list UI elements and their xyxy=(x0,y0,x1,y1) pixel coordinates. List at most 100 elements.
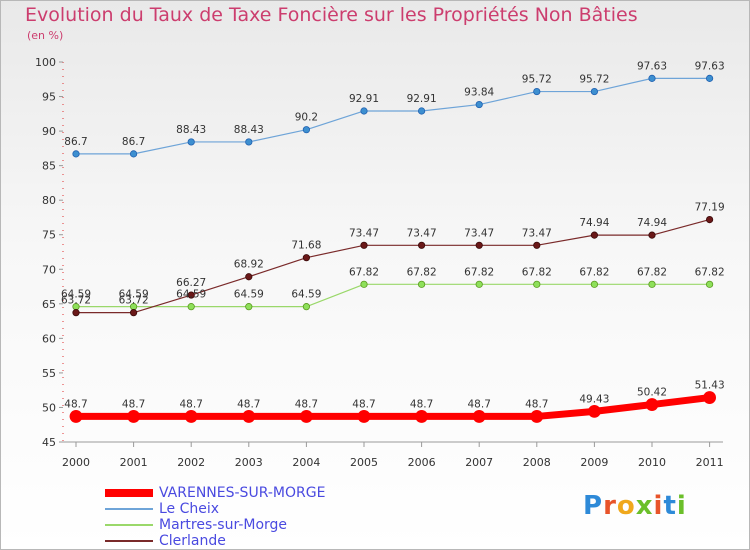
data-label: 74.94 xyxy=(637,217,667,229)
x-tick-label: 2007 xyxy=(465,456,493,469)
x-tick-label: 2009 xyxy=(580,456,608,469)
data-label: 64.59 xyxy=(61,289,91,301)
data-point xyxy=(417,107,426,115)
data-label: 48.7 xyxy=(352,398,375,410)
data-label: 88.43 xyxy=(176,124,206,136)
data-label: 66.27 xyxy=(176,277,206,289)
y-tick-label: 55 xyxy=(42,367,56,380)
proxiti-logo: Proxiti xyxy=(583,491,687,521)
data-label: 73.47 xyxy=(407,227,437,239)
y-tick-label: 100 xyxy=(35,56,56,69)
data-label: 48.7 xyxy=(64,398,87,410)
data-point xyxy=(590,231,599,239)
data-label: 86.7 xyxy=(122,136,145,148)
data-label: 74.94 xyxy=(579,217,609,229)
y-tick-label: 70 xyxy=(42,263,56,276)
data-point xyxy=(245,138,253,146)
data-label: 67.82 xyxy=(522,266,552,278)
legend-swatch xyxy=(105,508,153,510)
data-point xyxy=(302,126,310,134)
data-point xyxy=(533,280,541,288)
data-point xyxy=(184,410,198,423)
data-label: 48.7 xyxy=(410,398,433,410)
data-label: 73.47 xyxy=(522,227,552,239)
data-point xyxy=(648,231,656,239)
chart-title: Evolution du Taux de Taxe Foncière sur l… xyxy=(25,4,638,26)
data-label: 97.63 xyxy=(637,60,667,72)
legend: VARENNES-SUR-MORGE Le Cheix Martres-sur-Mo… xyxy=(105,485,325,549)
data-label: 73.47 xyxy=(349,227,379,239)
data-point xyxy=(187,303,195,311)
data-label: 48.7 xyxy=(525,398,548,410)
legend-label: Martres-sur-Morge xyxy=(159,517,288,533)
data-label: 64.59 xyxy=(119,289,149,301)
logo-letter: P xyxy=(583,491,604,521)
data-label: 88.43 xyxy=(234,124,264,136)
data-point xyxy=(69,410,83,423)
logo-letter: o xyxy=(616,491,636,521)
data-point xyxy=(302,254,310,262)
legend-item: Clerlande xyxy=(105,533,325,549)
data-point xyxy=(590,280,599,288)
data-label: 48.7 xyxy=(237,398,260,410)
series-layer xyxy=(69,74,716,423)
data-point xyxy=(127,410,141,423)
logo-letter: i xyxy=(653,491,664,521)
logo-letter: x xyxy=(635,491,654,521)
data-point xyxy=(130,309,138,317)
legend-swatch xyxy=(105,540,153,542)
data-label: 63.72 xyxy=(61,295,91,307)
series-line xyxy=(76,77,710,155)
x-tick-label: 2005 xyxy=(350,456,378,469)
data-point xyxy=(533,87,541,96)
data-label: 92.91 xyxy=(349,93,379,105)
data-point xyxy=(417,280,426,288)
chart-subtitle: (en %) xyxy=(27,29,64,42)
series-line xyxy=(76,219,710,314)
legend-label: VARENNES-SUR-MORGE xyxy=(159,485,326,501)
data-label: 86.7 xyxy=(64,136,87,148)
data-label: 92.91 xyxy=(407,93,437,105)
x-tick-label: 2011 xyxy=(696,456,724,469)
data-point xyxy=(472,410,486,423)
y-tick-label: 60 xyxy=(42,332,56,345)
data-label: 48.7 xyxy=(180,398,203,410)
data-point xyxy=(533,241,541,249)
data-label: 63.72 xyxy=(119,295,149,307)
data-label: 93.84 xyxy=(464,87,494,99)
data-point xyxy=(360,107,368,115)
logo-letter: t xyxy=(663,491,677,521)
y-tick-label: 80 xyxy=(42,194,56,207)
data-point xyxy=(242,410,256,423)
data-point xyxy=(475,100,483,109)
data-label: 67.82 xyxy=(349,266,379,278)
data-labels: 48.7 48.7 48.7 48.7 48.7 48.7 48.7 48.7 48.7 49.4… xyxy=(61,60,725,410)
data-label: 95.72 xyxy=(522,74,552,86)
data-point xyxy=(705,280,714,288)
data-point xyxy=(187,291,195,299)
y-tick-label: 45 xyxy=(42,436,56,449)
data-label: 64.59 xyxy=(234,289,264,301)
x-tick-label: 2000 xyxy=(62,456,90,469)
data-label: 50.42 xyxy=(637,387,667,399)
data-label: 51.43 xyxy=(695,380,725,392)
data-point xyxy=(72,309,80,317)
legend-item: VARENNES-SUR-MORGE xyxy=(105,485,325,501)
data-label: 48.7 xyxy=(295,398,318,410)
data-point xyxy=(705,74,714,82)
data-point xyxy=(703,391,716,404)
data-point xyxy=(360,280,368,288)
y-tick-label: 50 xyxy=(42,401,56,414)
data-label: 48.7 xyxy=(468,398,491,410)
axes: 45 50 55 60 65 70 75 80 85 90 95 100 2000 2001 2002 200… xyxy=(35,56,724,469)
data-label: 67.82 xyxy=(637,266,667,278)
legend-label: Clerlande xyxy=(159,533,226,549)
data-point xyxy=(648,74,656,82)
y-tick-label: 65 xyxy=(42,298,56,311)
data-label: 48.7 xyxy=(122,398,145,410)
data-point xyxy=(357,410,371,423)
x-tick-label: 2003 xyxy=(235,456,263,469)
x-tick-label: 2006 xyxy=(408,456,436,469)
